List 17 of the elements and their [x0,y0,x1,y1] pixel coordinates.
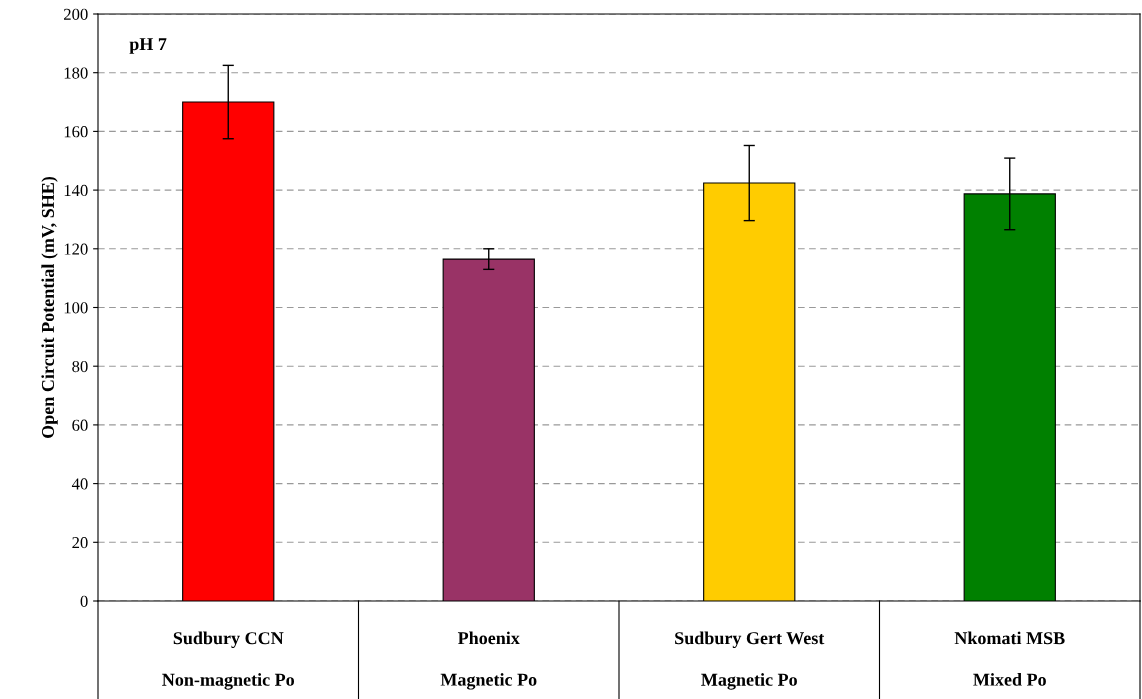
category-label: Sudbury Gert West Magnetic Po [675,631,825,690]
y-tick-label: 20 [72,537,88,549]
category-label: Nkomati MSB Mixed Po [954,631,1065,686]
y-tick-label: 80 [72,360,88,373]
y-tick-label: 140 [64,184,88,197]
y-tick-label: 180 [64,67,88,79]
y-tick-label: 40 [71,478,88,490]
y-tick-label: 160 [64,126,88,138]
category-label: Phoenix Magnetic Po [440,631,537,690]
y-tick-label: 120 [64,243,88,255]
y-tick-label: 0 [80,595,88,607]
y-tick-label: 100 [64,302,88,314]
y-axis-title: Open Circuit Potential (mV, SHE) [41,176,58,438]
annotation: pH 7 [129,38,167,54]
y-tick-label: 200 [64,8,88,20]
y-tick-label: 60 [72,419,88,431]
category-label: Sudbury CCN Non-magnetic Po [162,631,295,690]
